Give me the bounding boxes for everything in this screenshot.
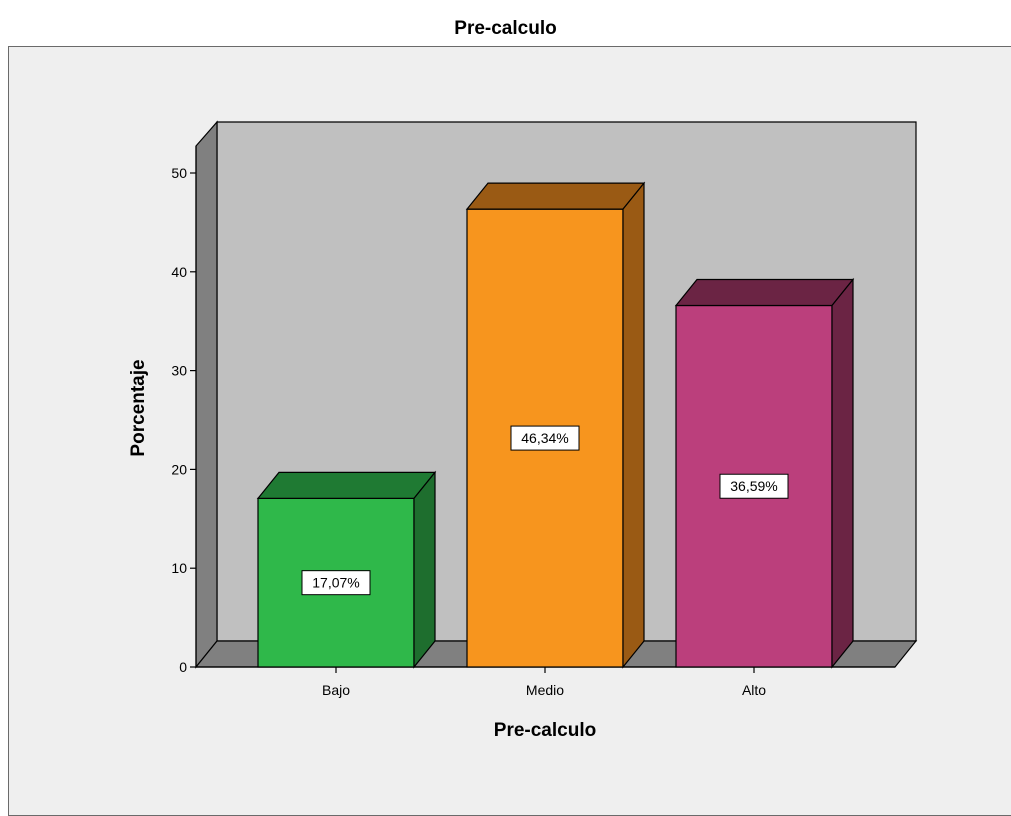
bar-side-face bbox=[413, 470, 436, 669]
data-label-box bbox=[301, 570, 371, 596]
category-labels: Bajo Medio Alto bbox=[322, 667, 766, 698]
bar-top-face bbox=[256, 471, 437, 499]
bar-side-face bbox=[831, 277, 854, 669]
bar-top-face bbox=[674, 278, 855, 307]
x-tick-label: Alto bbox=[742, 682, 766, 698]
side-wall bbox=[195, 120, 218, 669]
y-tick-label: 0 bbox=[179, 659, 187, 675]
data-label: 17,07% bbox=[312, 575, 359, 591]
y-tick-label: 50 bbox=[171, 165, 187, 181]
chart-title: Pre-calculo bbox=[454, 18, 557, 39]
data-label: 36,59% bbox=[730, 478, 777, 494]
bar-side-face bbox=[622, 181, 645, 669]
y-tick-label: 10 bbox=[171, 560, 187, 576]
y-tick-label: 20 bbox=[171, 461, 187, 477]
x-tick-label: Medio bbox=[526, 682, 564, 698]
y-tick-label: 30 bbox=[171, 363, 187, 379]
bar-bajo: 17,07% bbox=[256, 470, 437, 669]
bar-alto: 36,59% bbox=[674, 277, 855, 669]
bar-top-face bbox=[465, 182, 646, 210]
x-tick-label: Bajo bbox=[322, 682, 350, 698]
bars: 17,07% 46,34% 36,59% bbox=[256, 181, 855, 669]
data-label: 46,34% bbox=[521, 430, 568, 446]
bar-medio: 46,34% bbox=[465, 181, 646, 669]
y-tick-label: 40 bbox=[171, 264, 187, 280]
y-axis-title: Porcentaje bbox=[128, 359, 149, 456]
data-label-box bbox=[719, 473, 789, 499]
x-axis-title: Pre-calculo bbox=[494, 720, 596, 741]
y-axis-ticks: 0 10 20 30 40 50 bbox=[171, 165, 196, 675]
data-label-box bbox=[510, 425, 580, 451]
